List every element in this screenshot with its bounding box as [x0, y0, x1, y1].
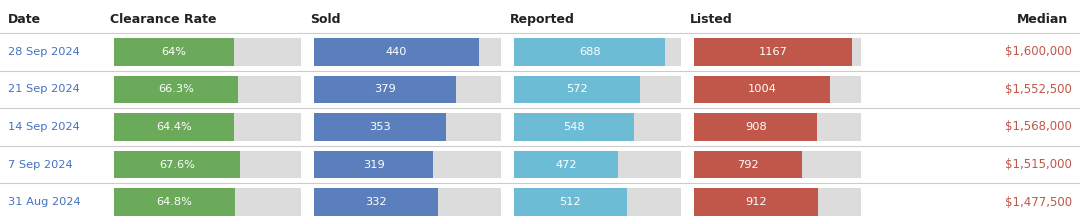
Text: 1004: 1004 — [747, 84, 777, 94]
Bar — [314, 151, 501, 178]
Bar — [314, 76, 456, 103]
Text: 67.6%: 67.6% — [159, 160, 195, 170]
Bar — [514, 76, 639, 103]
Text: Date: Date — [8, 13, 41, 26]
Text: 28 Sep 2024: 28 Sep 2024 — [8, 47, 80, 57]
Bar — [114, 113, 234, 141]
Text: 1167: 1167 — [759, 47, 787, 57]
Text: Listed: Listed — [690, 13, 732, 26]
Text: 572: 572 — [566, 84, 588, 94]
Bar — [514, 151, 618, 178]
Text: $1,515,000: $1,515,000 — [1005, 158, 1072, 171]
Bar — [514, 151, 681, 178]
Text: 472: 472 — [555, 160, 577, 170]
Bar — [514, 38, 681, 66]
Bar — [514, 188, 681, 216]
Text: 912: 912 — [745, 197, 767, 207]
Text: $1,552,500: $1,552,500 — [1005, 83, 1072, 96]
Bar — [694, 188, 818, 216]
Bar — [314, 76, 501, 103]
Bar — [114, 151, 301, 178]
Text: 21 Sep 2024: 21 Sep 2024 — [8, 84, 80, 94]
Text: 64%: 64% — [161, 47, 187, 57]
Bar — [514, 113, 681, 141]
Bar — [694, 113, 818, 141]
Text: 64.4%: 64.4% — [157, 122, 192, 132]
Text: 64.8%: 64.8% — [157, 197, 192, 207]
Bar — [314, 188, 501, 216]
Bar — [114, 76, 301, 103]
Text: 379: 379 — [374, 84, 395, 94]
Bar — [514, 38, 665, 66]
Text: $1,477,500: $1,477,500 — [1004, 196, 1072, 209]
Bar — [694, 38, 861, 66]
Bar — [314, 188, 438, 216]
Text: 14 Sep 2024: 14 Sep 2024 — [8, 122, 80, 132]
Text: 908: 908 — [745, 122, 767, 132]
Bar — [514, 188, 626, 216]
Text: 440: 440 — [386, 47, 407, 57]
Text: 548: 548 — [564, 122, 585, 132]
Text: $1,568,000: $1,568,000 — [1005, 120, 1072, 133]
Bar — [514, 76, 681, 103]
Text: 688: 688 — [579, 47, 600, 57]
Text: 7 Sep 2024: 7 Sep 2024 — [8, 160, 72, 170]
Bar — [694, 76, 831, 103]
Bar — [114, 38, 301, 66]
Bar — [114, 76, 238, 103]
Text: $1,600,000: $1,600,000 — [1005, 45, 1072, 58]
Bar — [694, 38, 852, 66]
Text: Sold: Sold — [310, 13, 340, 26]
Bar — [314, 38, 478, 66]
Text: 332: 332 — [365, 197, 387, 207]
Text: 512: 512 — [559, 197, 581, 207]
Bar — [694, 151, 861, 178]
Bar — [694, 113, 861, 141]
Bar — [694, 151, 801, 178]
Bar — [314, 113, 501, 141]
Bar — [314, 113, 446, 141]
Bar — [114, 113, 301, 141]
Bar — [114, 188, 301, 216]
Bar — [314, 38, 501, 66]
Text: Clearance Rate: Clearance Rate — [110, 13, 216, 26]
Text: 319: 319 — [363, 160, 384, 170]
Text: 31 Aug 2024: 31 Aug 2024 — [8, 197, 81, 207]
Text: Median: Median — [1016, 13, 1068, 26]
Text: 353: 353 — [369, 122, 391, 132]
Bar — [694, 76, 861, 103]
Text: 792: 792 — [737, 160, 758, 170]
Bar — [514, 113, 634, 141]
Bar — [114, 151, 241, 178]
Bar — [114, 188, 235, 216]
Text: Reported: Reported — [510, 13, 575, 26]
Bar — [314, 151, 433, 178]
Bar — [114, 38, 233, 66]
Bar — [694, 188, 861, 216]
Text: 66.3%: 66.3% — [158, 84, 194, 94]
